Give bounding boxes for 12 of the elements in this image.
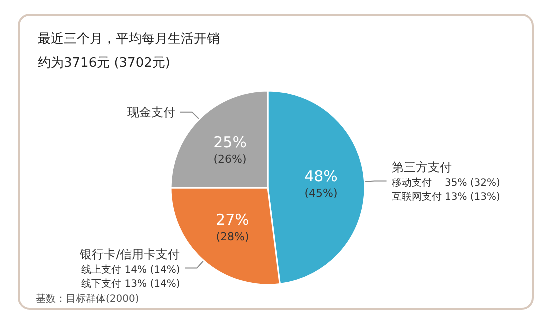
text: 移动支付 35% (32%) [392,176,500,189]
data-label: 48% (45%) [304,168,338,200]
text: 线下支付 13% (14%) [82,278,180,290]
slice-label: 现金支付 [127,105,176,120]
chart-title: 最近三个月，平均每月生活开销约为3716元 (3702元) [38,31,220,73]
text: 线上支付 14% (14%) [82,264,180,276]
slice-label: 第三方支付 [392,160,452,174]
text: 基数：目标群体(2000) [36,292,140,306]
data-label: 27% (28%) [216,211,250,244]
data-label: 25% (26%) [214,133,247,166]
slice-label: 银行卡/信用卡支付 [79,247,180,262]
text: 互联网支付 13% (13%) [392,190,500,203]
